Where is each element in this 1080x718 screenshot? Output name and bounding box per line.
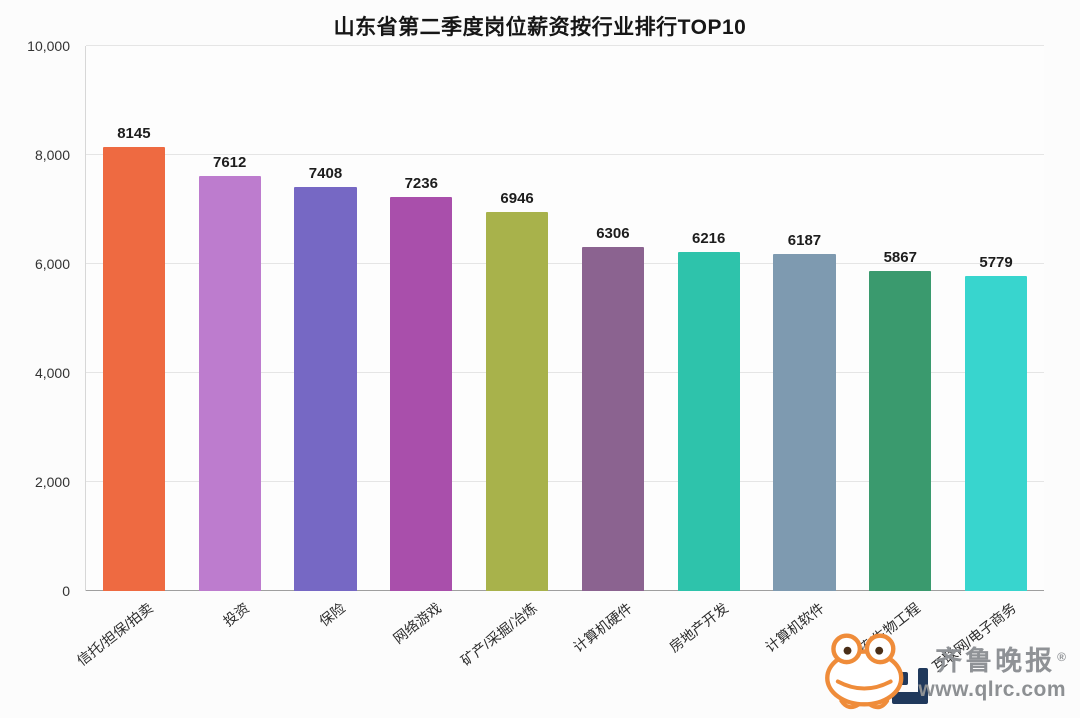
x-tick-slot: 矿产/采掘/冶炼 (457, 592, 565, 712)
bar-3 (294, 187, 357, 591)
bar-value-label: 7236 (404, 174, 438, 192)
bar-slot: 6187 (757, 46, 853, 591)
frog-mascot-icon (825, 633, 904, 710)
x-tick-label: 矿产/采掘/冶炼 (457, 599, 540, 669)
bar-slot: 7612 (182, 46, 278, 591)
y-tick-label: 6,000 (34, 256, 70, 272)
x-tick-label: 投资 (220, 599, 252, 630)
gridline (86, 263, 1044, 264)
x-tick-label: 计算机软件 (762, 599, 828, 656)
bar-value-label: 6946 (500, 190, 534, 208)
bar-value-label: 6187 (787, 231, 822, 249)
bar-value-label: 5867 (883, 249, 917, 267)
bar-2 (198, 176, 261, 591)
bar-slot: 8145 (86, 46, 182, 591)
bar-slot: 6946 (469, 46, 565, 591)
bar-slot: 7408 (278, 46, 374, 591)
x-tick-slot: 网络游戏 (373, 592, 469, 712)
brand-name: 齐鲁晚报 ® (935, 646, 1066, 677)
bar-8 (773, 253, 836, 591)
bar-1 (102, 147, 166, 591)
y-axis: 0 2,000 4,000 6,000 8,000 10,000 (0, 38, 76, 599)
watermark-text: 齐鲁晚报 ® www.qlrc.com (918, 646, 1066, 701)
x-tick-slot: 计算机硬件 (565, 592, 661, 712)
y-tick-label: 0 (62, 583, 70, 599)
bar-5 (485, 212, 549, 591)
bar-slot: 6306 (565, 46, 661, 591)
bar-10 (964, 276, 1028, 591)
plot-area: 8145 7612 7408 7236 6946 6306 6216 6187 5867 5779 (85, 45, 1044, 591)
bar-value-label: 5779 (979, 254, 1013, 272)
x-tick-label: 信托/担保/拍卖 (73, 599, 157, 669)
brand-url: www.qlrc.com (918, 677, 1066, 701)
registered-mark-icon: ® (1057, 650, 1066, 665)
x-tick-slot: 投资 (181, 592, 277, 712)
watermark: 齐鲁晚报 ® www.qlrc.com (822, 632, 1066, 716)
bar-value-label: 6216 (691, 230, 726, 248)
bar-value-label: 8145 (117, 125, 151, 143)
x-tick-label: 保险 (315, 599, 348, 630)
bar-value-label: 7612 (213, 154, 247, 172)
bar-slot: 7236 (373, 46, 469, 591)
bar-slot: 6216 (661, 46, 757, 591)
y-tick-label: 8,000 (34, 147, 70, 163)
bar-4 (390, 196, 453, 591)
y-tick-label: 10,000 (27, 38, 70, 54)
axis-baseline (86, 590, 1044, 591)
bar-6 (581, 247, 645, 591)
bar-slot: 5867 (852, 46, 948, 591)
gridline (86, 481, 1044, 482)
bar-9 (869, 271, 932, 591)
bar-value-label: 7408 (308, 165, 343, 183)
y-tick-label: 2,000 (34, 474, 70, 490)
x-tick-slot: 保险 (277, 592, 373, 712)
gridline (86, 154, 1044, 155)
x-tick-label: 房地产开发 (666, 599, 732, 656)
x-tick-slot: 信托/担保/拍卖 (74, 592, 181, 712)
gridline (86, 372, 1044, 373)
brand-label: 齐鲁晚报 (935, 646, 1056, 677)
chart-title: 山东省第二季度岗位薪资按行业排行TOP10 (333, 16, 747, 39)
x-tick-label: 计算机硬件 (570, 599, 636, 656)
bar-value-label: 6306 (596, 225, 630, 243)
x-tick-label: 网络游戏 (389, 599, 444, 647)
gridline (86, 45, 1044, 46)
bars-container: 8145 7612 7408 7236 6946 6306 6216 6187 5867 5779 (86, 46, 1044, 591)
bar-slot: 5779 (948, 46, 1044, 591)
x-tick-slot: 房地产开发 (660, 592, 756, 712)
bar-7 (677, 252, 740, 591)
y-tick-label: 4,000 (34, 365, 70, 381)
